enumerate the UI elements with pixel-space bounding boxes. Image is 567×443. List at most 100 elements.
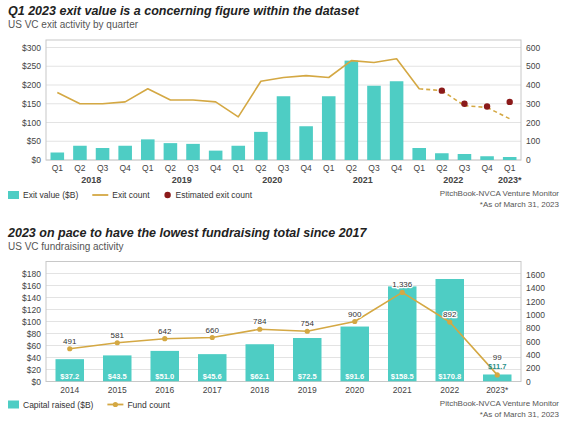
- y-tick-label: $180: [22, 269, 41, 279]
- y-tick-label: $120: [22, 305, 41, 315]
- legend-swatch: [164, 192, 170, 198]
- y2-tick-label: 500: [526, 61, 540, 71]
- legend-swatch: [92, 194, 108, 196]
- x-group-label: 2022: [443, 175, 463, 185]
- line-marker: [115, 340, 120, 345]
- bar: [293, 338, 322, 382]
- x-tick-label: Q1: [504, 163, 516, 173]
- note: *As of March 31, 2023: [480, 410, 560, 419]
- marks: [51, 59, 517, 160]
- y2-tick-label: 1600: [526, 270, 545, 280]
- data-label: 642: [158, 327, 172, 336]
- bar: [198, 354, 227, 381]
- data-label: $158.5: [391, 372, 414, 381]
- x-tick-label: Q3: [187, 163, 199, 173]
- y2-tick-label: 600: [526, 337, 540, 347]
- x-tick-label: Q2: [346, 163, 358, 173]
- plot-frame: [46, 40, 521, 160]
- x-tick-label: 2020: [345, 385, 364, 395]
- data-label: 99: [493, 353, 502, 362]
- data-label: $11.7: [488, 362, 506, 371]
- data-label: 754: [301, 319, 315, 328]
- x-tick-label: Q1: [52, 163, 64, 173]
- title: 2023 on pace to have the lowest fundrais…: [7, 226, 367, 240]
- grid-line: [46, 66, 521, 67]
- y2-tick-label: 400: [526, 80, 540, 90]
- bar: [231, 146, 245, 160]
- bar: [435, 153, 449, 160]
- x-tick-label: Q2: [165, 163, 177, 173]
- bar: [480, 156, 494, 160]
- data-label: 581: [111, 331, 125, 340]
- x-tick-label: 2014: [60, 385, 79, 395]
- data-label: $72.5: [298, 372, 317, 381]
- legend-label: Exit count: [112, 190, 150, 200]
- data-label: 491: [63, 337, 77, 346]
- bar: [151, 351, 180, 382]
- y2-tick-label: 0: [526, 377, 531, 387]
- x-tick-label: 2017: [203, 385, 222, 395]
- y2-tick-label: 100: [526, 136, 540, 146]
- bar: [96, 148, 110, 160]
- source: PitchBook-NVCA Venture Monitor: [440, 399, 560, 408]
- legend-swatch: [113, 402, 118, 407]
- x-tick-label: Q4: [391, 163, 403, 173]
- grid-line: [46, 273, 521, 274]
- y2-tick-label: 0: [526, 155, 531, 165]
- data-label: 1,336: [392, 280, 413, 289]
- x-tick-label: Q1: [323, 163, 335, 173]
- x-tick-label: Q4: [300, 163, 312, 173]
- x-group-label: 2019: [172, 175, 192, 185]
- data-label: $170.8: [438, 372, 461, 381]
- data-label: $51.0: [155, 372, 174, 381]
- bar: [390, 81, 404, 160]
- data-label: $37.2: [60, 372, 79, 381]
- y2-tick-label: 200: [526, 118, 540, 128]
- bar: [388, 286, 417, 381]
- x-tick-label: 2021: [393, 385, 412, 395]
- chart-panel: 2023 on pace to have the lowest fundrais…: [7, 226, 560, 419]
- y2-tick-label: 1400: [526, 283, 545, 293]
- bar: [103, 355, 132, 381]
- y-tick-label: $250: [22, 61, 41, 71]
- x-tick-label: 2015: [108, 385, 127, 395]
- x-tick-label: Q2: [255, 163, 267, 173]
- line-marker: [162, 336, 167, 341]
- bar: [51, 153, 65, 161]
- bar: [458, 154, 472, 160]
- bar: [118, 146, 132, 160]
- legend-label: Fund count: [127, 400, 170, 410]
- data-label: 784: [253, 317, 267, 326]
- chart-panel: Q1 2023 exit value is a concerning figur…: [8, 4, 560, 209]
- x-tick-label: Q4: [119, 163, 131, 173]
- y2-tick-label: 1200: [526, 297, 545, 307]
- legend-label: Exit value ($B): [23, 190, 78, 200]
- source: PitchBook-NVCA Venture Monitor: [440, 189, 560, 198]
- x-tick-label: Q2: [74, 163, 86, 173]
- x-group-label: 2023*: [498, 175, 522, 185]
- line-marker: [400, 290, 405, 295]
- x-tick-label: Q4: [210, 163, 222, 173]
- y-tick-label: $40: [27, 353, 41, 363]
- background: [0, 0, 567, 443]
- y-tick-label: $60: [27, 341, 41, 351]
- y-tick-label: $100: [22, 118, 41, 128]
- line-marker: [447, 319, 452, 324]
- x-tick-label: Q1: [414, 163, 426, 173]
- x-tick-label: Q3: [459, 163, 471, 173]
- plot-frame: [46, 262, 521, 382]
- data-label: 900: [348, 310, 362, 319]
- bar: [412, 148, 426, 160]
- y2-tick-label: 200: [526, 363, 540, 373]
- bar: [209, 151, 223, 160]
- y2-tick-label: 1000: [526, 310, 545, 320]
- line-marker: [495, 372, 500, 377]
- y2-tick-label: 400: [526, 350, 540, 360]
- x-tick-label: Q3: [278, 163, 290, 173]
- data-label: $43.5: [108, 372, 127, 381]
- grid-line: [46, 47, 521, 48]
- x-group-label: 2018: [81, 175, 101, 185]
- y2-tick-label: 800: [526, 323, 540, 333]
- x-tick-label: Q3: [368, 163, 380, 173]
- scatter-point: [506, 99, 512, 105]
